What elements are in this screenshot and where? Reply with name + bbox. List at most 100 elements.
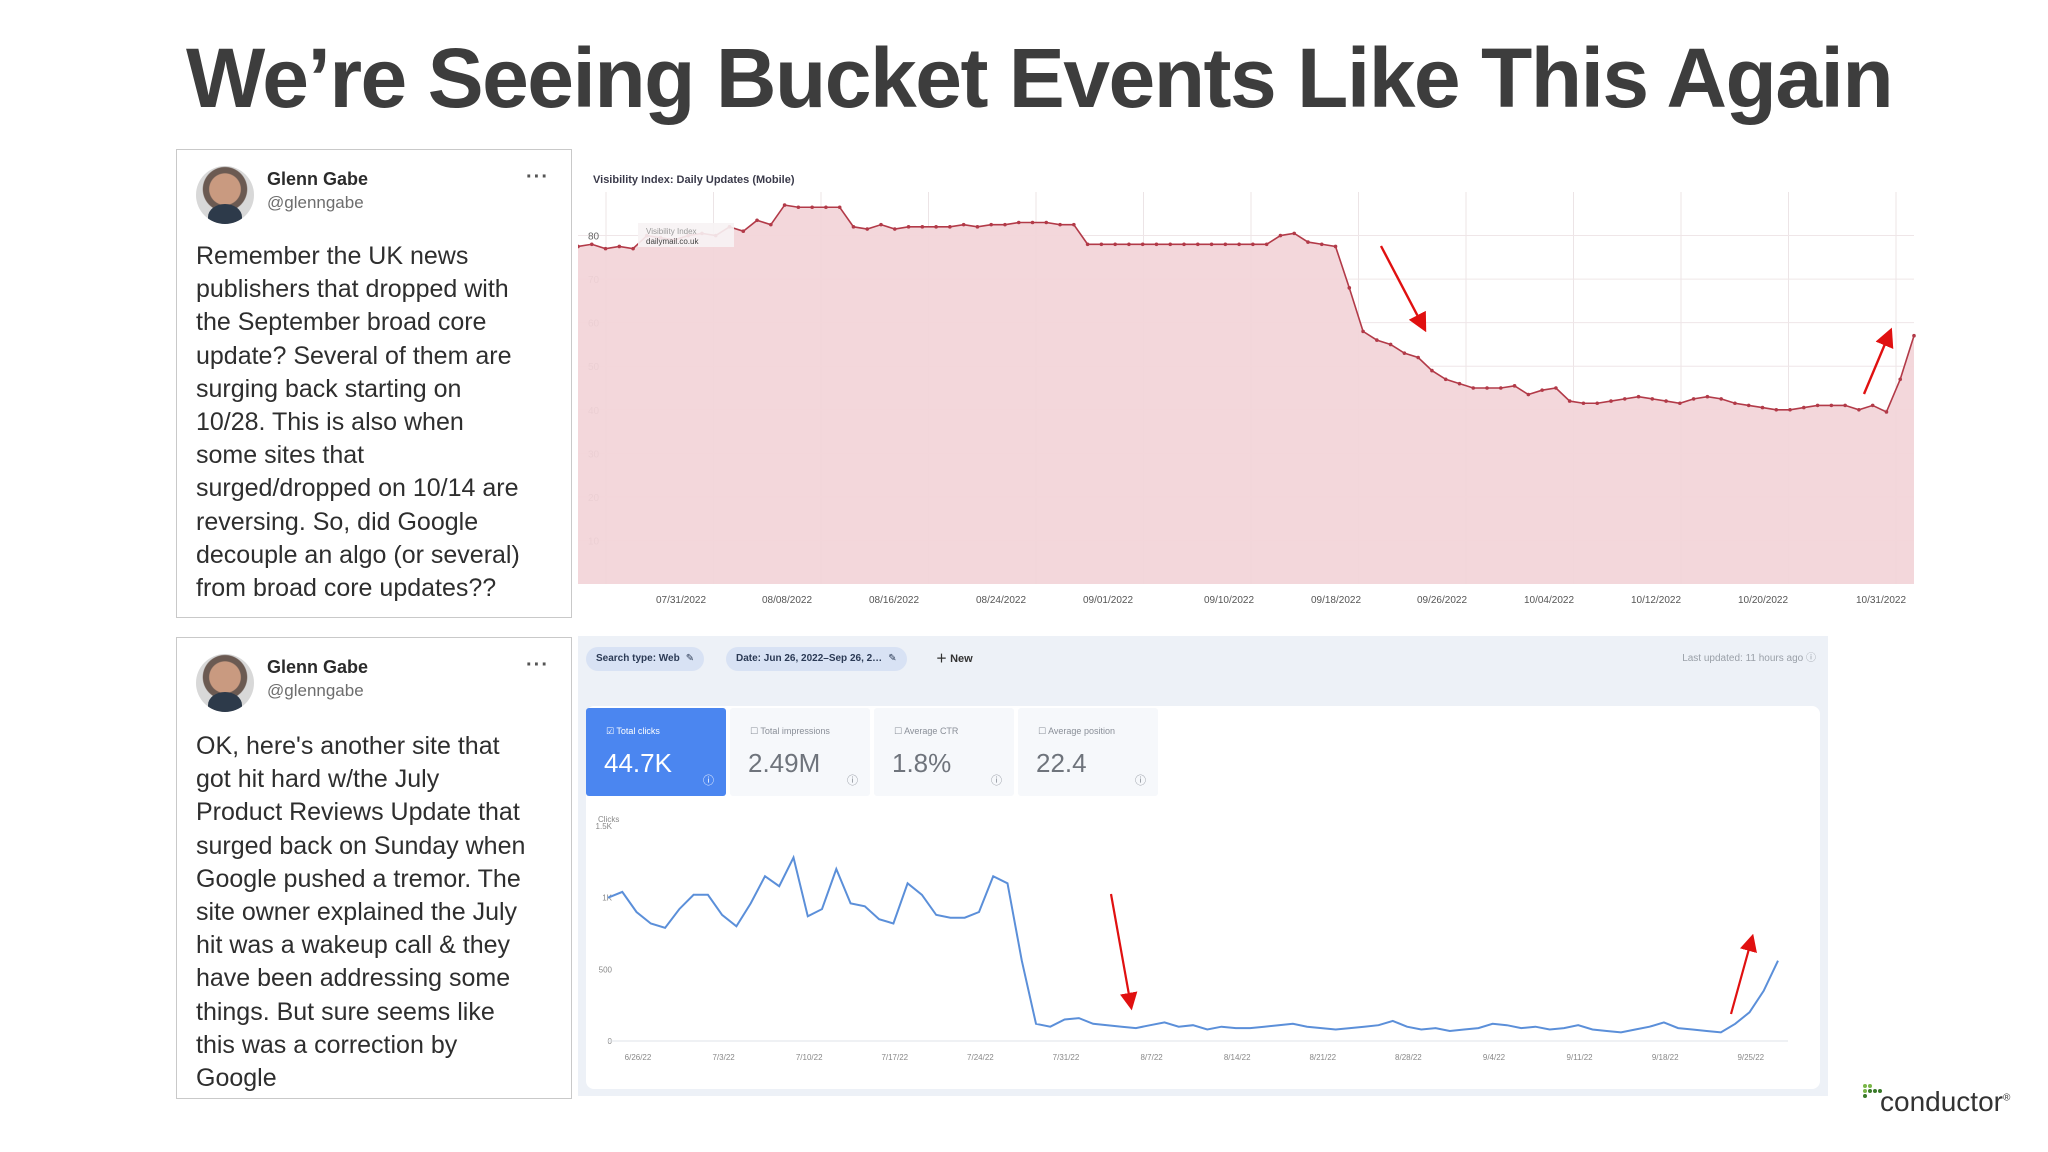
data-point <box>1884 410 1889 414</box>
data-point <box>1829 403 1834 408</box>
data-point <box>578 244 580 249</box>
data-point <box>1636 394 1641 399</box>
data-point <box>1733 401 1737 406</box>
x-tick-label: 7/31/22 <box>1053 1053 1080 1062</box>
data-point <box>961 222 966 227</box>
x-tick-label: 09/18/2022 <box>1311 595 1361 606</box>
avatar <box>196 166 254 224</box>
tweet-card: Glenn Gabe @glenngabe ··· Remember the U… <box>176 149 572 618</box>
data-point <box>1802 405 1806 410</box>
data-point <box>1526 392 1531 397</box>
y-tick-label: 1K <box>602 894 612 903</box>
data-point <box>1209 242 1214 247</box>
data-point <box>617 244 622 249</box>
data-point <box>1499 386 1503 390</box>
data-point <box>1402 351 1407 355</box>
data-point <box>1815 403 1820 408</box>
metric-total-impressions[interactable]: ☐ Total impressions 2.49M ⓘ <box>730 708 870 796</box>
metric-label: ☑ Total clicks <box>606 726 660 736</box>
last-updated-label: Last updated: 11 hours ago <box>1682 653 1804 664</box>
data-point <box>1072 222 1076 227</box>
data-point <box>1870 403 1875 408</box>
x-tick-label: 7/17/22 <box>881 1053 908 1062</box>
y-tick-label: 500 <box>599 965 613 974</box>
data-point <box>1292 231 1297 236</box>
data-point <box>1595 401 1600 406</box>
data-point <box>1030 220 1035 225</box>
data-point <box>1650 397 1655 401</box>
data-point <box>1567 399 1572 403</box>
data-point <box>1044 220 1049 225</box>
new-filter-button[interactable]: ＋ New <box>936 647 973 671</box>
data-point <box>810 205 814 210</box>
data-point <box>851 225 856 229</box>
data-point <box>879 222 883 227</box>
y-tick-label: 80 <box>588 232 600 243</box>
metric-label: ☐ Average position <box>1038 726 1115 736</box>
metric-average-ctr[interactable]: ☐ Average CTR 1.8% ⓘ <box>874 708 1014 796</box>
help-icon: ⓘ <box>1135 775 1146 787</box>
x-tick-label: 08/24/2022 <box>976 595 1026 606</box>
search-type-label: Search type: Web <box>596 653 680 664</box>
search-type-chip[interactable]: Search type: Web ✎ <box>586 647 705 671</box>
data-point <box>1388 342 1393 347</box>
more-options-icon[interactable]: ··· <box>526 654 549 676</box>
author-handle: @glenngabe <box>267 193 364 212</box>
tweet-card: Glenn Gabe @glenngabe ··· OK, here's ano… <box>176 637 572 1099</box>
data-point <box>1512 384 1517 388</box>
logo-text: conductor® <box>1880 1086 2011 1117</box>
tweet-header: Glenn Gabe @glenngabe ··· <box>177 638 571 712</box>
x-tick-label: 8/28/22 <box>1395 1053 1422 1062</box>
data-point <box>1182 242 1186 247</box>
data-point <box>934 225 938 229</box>
data-point <box>1622 397 1627 401</box>
data-point <box>1375 338 1379 342</box>
x-tick-label: 08/08/2022 <box>762 595 812 606</box>
data-point <box>1609 399 1613 403</box>
help-icon: ⓘ <box>847 775 858 787</box>
data-point <box>975 225 980 229</box>
data-point <box>1760 405 1765 410</box>
data-point <box>1140 242 1145 247</box>
help-icon: ⓘ <box>703 775 714 787</box>
x-tick-label: 07/31/2022 <box>656 595 706 606</box>
data-point <box>1347 286 1352 290</box>
x-tick-label: 09/10/2022 <box>1204 595 1254 606</box>
logo-mark-icon <box>1863 1084 1882 1098</box>
data-point <box>1264 242 1269 247</box>
new-filter-label: New <box>950 653 973 665</box>
x-tick-label: 10/12/2022 <box>1631 595 1681 606</box>
data-point <box>755 218 759 223</box>
data-point <box>796 205 801 210</box>
date-range-chip[interactable]: Date: Jun 26, 2022–Sep 26, 2… ✎ <box>726 647 907 671</box>
metric-average-position[interactable]: ☐ Average position 22.4 ⓘ <box>1018 708 1158 796</box>
data-point <box>1774 407 1779 412</box>
x-tick-label: 09/01/2022 <box>1083 595 1133 606</box>
edit-icon: ✎ <box>685 653 695 664</box>
y-tick-label: 1.5K <box>596 822 613 831</box>
tweet-text: OK, here's another site that got hit har… <box>196 732 526 1093</box>
data-point <box>1154 242 1159 247</box>
data-point <box>1416 355 1420 360</box>
legend-box <box>638 223 734 247</box>
data-point <box>824 205 828 210</box>
series-line <box>578 204 1915 414</box>
data-point <box>920 225 925 229</box>
data-point <box>1581 401 1586 406</box>
edit-icon: ✎ <box>888 653 897 664</box>
data-point <box>1278 233 1283 238</box>
data-point <box>1127 242 1131 247</box>
metric-value: 44.7K <box>604 748 672 778</box>
data-point <box>1016 220 1021 225</box>
metric-value: 1.8% <box>892 748 952 778</box>
x-tick-label: 9/11/22 <box>1567 1053 1594 1062</box>
data-point <box>837 205 842 210</box>
more-options-icon[interactable]: ··· <box>526 166 549 188</box>
area-fill <box>578 205 1914 585</box>
metric-total-clicks[interactable]: ☑ Total clicks 44.7K ⓘ <box>586 708 726 796</box>
x-tick-label: 6/26/22 <box>625 1053 652 1062</box>
x-tick-label: 10/31/2022 <box>1856 595 1906 606</box>
conductor-logo: conductor® <box>1862 1082 2012 1118</box>
data-point <box>1691 397 1696 401</box>
x-tick-label: 8/21/22 <box>1309 1053 1336 1062</box>
